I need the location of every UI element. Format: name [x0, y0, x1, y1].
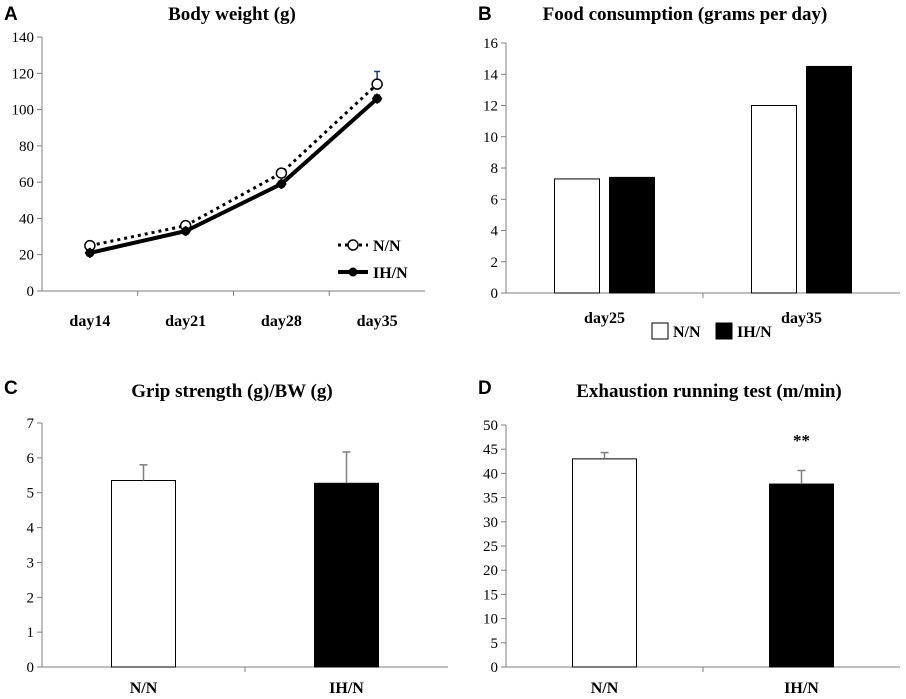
y-tick-label: 140 — [12, 30, 35, 46]
chart-title-a: Body weight (g) — [168, 4, 296, 25]
legend-swatch-nn — [651, 322, 669, 340]
y-tick-label: 1 — [27, 625, 35, 641]
y-tick-label: 6 — [27, 451, 35, 467]
data-point-ihn-cross — [276, 178, 287, 189]
y-tick-label: 10 — [483, 612, 498, 628]
y-tick-label: 40 — [19, 211, 34, 227]
y-tick-label: 40 — [483, 466, 498, 482]
x-tick-label: day28 — [261, 313, 302, 330]
legend-label-ihn: IH/N — [737, 324, 772, 341]
data-point-ihn-cross — [372, 93, 383, 104]
y-tick-label: 20 — [483, 563, 498, 579]
y-tick-label: 0 — [491, 286, 499, 302]
chart-title-b: Food consumption (grams per day) — [543, 4, 828, 25]
data-point-nn — [275, 167, 288, 179]
series-line-nn — [89, 83, 379, 248]
y-tick-label: 5 — [491, 636, 499, 652]
y-tick-label: 30 — [483, 515, 498, 531]
y-tick-label: 0 — [27, 660, 35, 676]
y-tick-label: 3 — [27, 555, 35, 571]
x-tick-label: day25 — [584, 310, 625, 327]
y-tick-label: 50 — [483, 418, 498, 434]
series-line-ihn — [89, 97, 379, 255]
panel-label-c: C — [4, 378, 18, 399]
bar-ihn — [806, 65, 852, 294]
y-tick-label: 0 — [491, 660, 499, 676]
y-tick-label: 7 — [27, 416, 35, 432]
x-tick-label: day21 — [165, 313, 206, 330]
chart-title-d: Exhaustion running test (m/min) — [576, 381, 842, 402]
legend-marker-ihn — [348, 267, 358, 277]
y-tick-label: 12 — [483, 99, 498, 115]
y-tick-label: 2 — [27, 590, 35, 606]
y-tick-label: 25 — [483, 539, 498, 555]
y-tick-label: 60 — [19, 175, 34, 191]
legend-label-nn: N/N — [373, 238, 401, 255]
x-tick-label: day14 — [69, 313, 110, 330]
chart-title-c: Grip strength (g)/BW (g) — [131, 381, 332, 402]
panel-label-a: A — [4, 4, 18, 25]
y-tick-label: 10 — [483, 130, 498, 146]
y-tick-label: 2 — [491, 255, 499, 271]
panel-label-d: D — [478, 378, 492, 399]
y-tick-label: 6 — [491, 192, 499, 208]
y-tick-label: 35 — [483, 491, 498, 507]
legend-swatch-ihn — [715, 322, 733, 340]
x-tick-label: day35 — [357, 313, 398, 330]
x-tick-label: day35 — [781, 310, 822, 327]
bar-nn — [554, 178, 600, 294]
data-point-ihn-cross — [180, 226, 191, 237]
y-tick-label: 4 — [491, 224, 499, 240]
data-point-nn — [371, 78, 383, 90]
y-tick-label: 20 — [19, 248, 34, 264]
bar-ihn — [314, 482, 379, 668]
x-tick-label: IH/N — [329, 680, 364, 697]
legend-marker-nn — [347, 239, 359, 251]
panel-label-b: B — [478, 4, 492, 25]
y-tick-label: 45 — [483, 442, 498, 458]
y-tick-label: 14 — [483, 67, 499, 83]
significance-annotation: ** — [793, 431, 810, 450]
y-tick-label: 8 — [491, 161, 499, 177]
y-tick-label: 80 — [19, 139, 34, 155]
y-tick-label: 0 — [27, 284, 35, 300]
bar-nn — [111, 480, 176, 668]
data-point-ihn-cross — [84, 247, 95, 258]
bar-ihn — [769, 483, 834, 668]
y-tick-label: 15 — [483, 587, 498, 603]
legend-label-nn: N/N — [673, 324, 701, 341]
x-tick-label: N/N — [591, 680, 619, 697]
y-tick-label: 5 — [27, 486, 35, 502]
bar-nn — [751, 105, 797, 294]
y-tick-label: 120 — [12, 66, 35, 82]
bar-nn — [572, 458, 637, 668]
x-tick-label: N/N — [130, 680, 158, 697]
y-tick-label: 100 — [12, 103, 35, 119]
x-tick-label: IH/N — [784, 680, 819, 697]
y-tick-label: 16 — [483, 36, 499, 52]
y-tick-label: 4 — [27, 521, 35, 537]
legend-label-ihn: IH/N — [373, 265, 408, 282]
bar-ihn — [609, 176, 655, 294]
